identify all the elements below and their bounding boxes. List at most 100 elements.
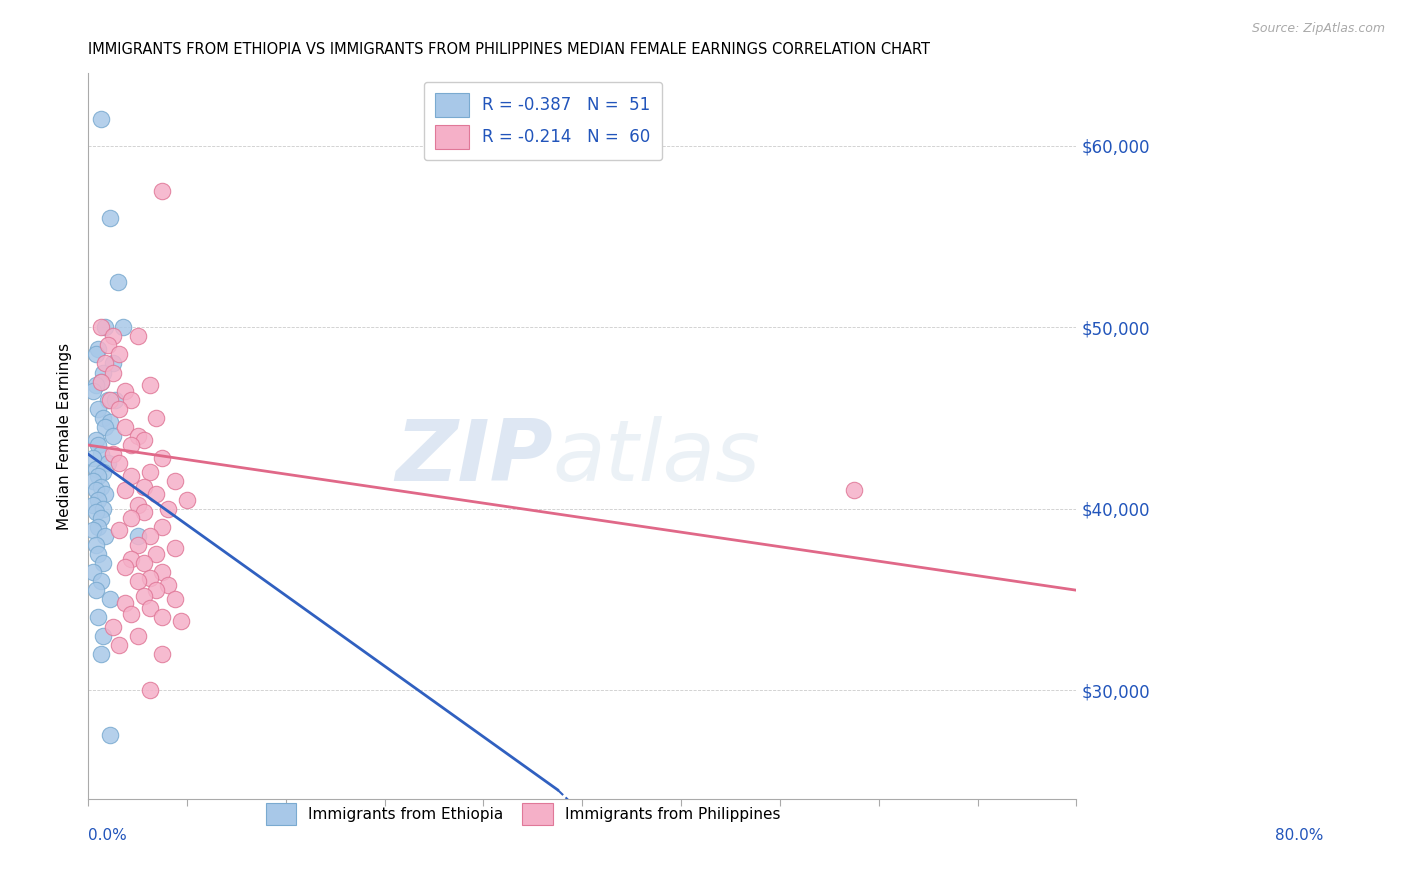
Point [145,410,167,425]
Point [139,378,162,392]
Point [82,565,104,579]
Point [84,347,107,361]
Point [150,565,173,579]
Point [176,492,198,507]
Point [89,320,111,334]
Point [89,375,111,389]
Point [139,683,162,698]
Point [127,538,149,552]
Point [139,601,162,615]
Point [89,647,111,661]
Point [163,475,186,489]
Point [150,450,173,465]
Point [150,184,173,198]
Point [101,619,124,633]
Point [82,475,104,489]
Point [139,529,162,543]
Point [108,347,131,361]
Point [127,429,149,443]
Point [87,547,110,561]
Point [87,469,110,483]
Point [87,492,110,507]
Point [94,487,117,501]
Point [114,420,136,434]
Point [108,638,131,652]
Point [87,401,110,416]
Text: ZIP: ZIP [395,417,553,500]
Point [82,384,104,398]
Point [108,524,131,538]
Point [87,520,110,534]
Point [82,524,104,538]
Point [84,583,107,598]
Point [163,541,186,556]
Point [89,447,111,461]
Point [842,483,865,498]
Point [91,410,114,425]
Point [120,438,142,452]
Point [111,320,134,334]
Point [114,559,136,574]
Point [132,589,155,603]
Point [101,447,124,461]
Point [87,610,110,624]
Point [120,607,142,621]
Point [91,465,114,479]
Point [132,433,155,447]
Text: 0.0%: 0.0% [89,828,127,843]
Point [82,450,104,465]
Y-axis label: Median Female Earnings: Median Female Earnings [58,343,72,530]
Point [94,356,117,370]
Point [114,384,136,398]
Point [150,610,173,624]
Point [100,211,122,226]
Point [127,529,149,543]
Point [108,401,131,416]
Point [97,338,120,352]
Point [101,366,124,380]
Point [89,375,111,389]
Point [97,456,120,470]
Text: Source: ZipAtlas.com: Source: ZipAtlas.com [1251,22,1385,36]
Point [89,574,111,589]
Point [84,483,107,498]
Text: atlas: atlas [553,417,761,500]
Point [94,420,117,434]
Point [139,465,162,479]
Point [84,433,107,447]
Point [91,366,114,380]
Point [101,356,124,370]
Point [170,614,193,628]
Point [84,538,107,552]
Point [127,498,149,512]
Point [127,574,149,589]
Point [100,415,122,429]
Point [89,480,111,494]
Point [145,583,167,598]
Point [89,510,111,524]
Point [82,498,104,512]
Point [108,456,131,470]
Point [100,728,122,742]
Point [120,469,142,483]
Point [132,505,155,519]
Point [145,547,167,561]
Point [120,552,142,566]
Point [120,392,142,407]
Point [145,487,167,501]
Point [157,501,180,516]
Point [91,556,114,570]
Point [94,529,117,543]
Point [132,480,155,494]
Point [150,647,173,661]
Point [150,520,173,534]
Point [97,392,120,407]
Point [107,275,129,289]
Point [100,592,122,607]
Point [127,629,149,643]
Point [163,592,186,607]
Point [132,556,155,570]
Text: IMMIGRANTS FROM ETHIOPIA VS IMMIGRANTS FROM PHILIPPINES MEDIAN FEMALE EARNINGS C: IMMIGRANTS FROM ETHIOPIA VS IMMIGRANTS F… [89,42,931,57]
Point [104,392,127,407]
Point [101,429,124,443]
